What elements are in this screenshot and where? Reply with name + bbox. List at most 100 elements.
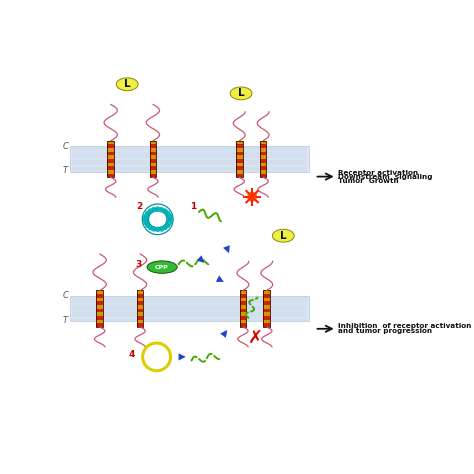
Bar <box>137 298 143 301</box>
Circle shape <box>144 214 148 219</box>
Text: Downstream  signaling: Downstream signaling <box>337 173 432 180</box>
Bar <box>260 173 266 177</box>
Bar <box>137 294 143 298</box>
Circle shape <box>167 214 172 219</box>
Bar <box>240 323 246 327</box>
Bar <box>240 298 246 301</box>
Circle shape <box>143 217 148 222</box>
Circle shape <box>163 209 167 214</box>
Bar <box>264 323 270 327</box>
Bar <box>260 155 266 159</box>
Bar <box>236 170 243 173</box>
Circle shape <box>155 227 160 232</box>
Bar <box>108 148 114 152</box>
Bar <box>96 298 103 301</box>
Bar <box>108 173 114 177</box>
Bar <box>240 294 246 298</box>
Bar <box>108 145 114 148</box>
Bar <box>264 291 270 294</box>
Bar <box>264 319 270 323</box>
Bar <box>236 141 243 177</box>
Bar <box>96 319 103 323</box>
Text: 3: 3 <box>135 260 141 269</box>
Bar <box>260 166 266 170</box>
Bar <box>236 152 243 155</box>
Bar <box>96 301 103 305</box>
Bar <box>264 305 270 309</box>
Text: Inhibition  of receptor activation: Inhibition of receptor activation <box>337 323 471 329</box>
Bar <box>236 159 243 163</box>
Bar <box>137 309 143 312</box>
Bar <box>96 305 103 309</box>
Circle shape <box>159 226 164 231</box>
Text: T: T <box>63 165 68 174</box>
Circle shape <box>165 211 170 216</box>
Bar <box>150 163 156 166</box>
Bar <box>264 312 270 316</box>
Bar <box>260 148 266 152</box>
Bar <box>137 316 143 319</box>
Text: ✗: ✗ <box>248 329 264 347</box>
Bar <box>108 170 114 173</box>
Circle shape <box>163 225 167 230</box>
Ellipse shape <box>273 229 294 242</box>
Circle shape <box>144 220 148 225</box>
Text: Receptor activation: Receptor activation <box>337 170 418 175</box>
Circle shape <box>148 209 153 214</box>
Bar <box>264 316 270 319</box>
Circle shape <box>167 220 172 225</box>
Text: CPP: CPP <box>155 264 169 270</box>
Bar <box>96 316 103 319</box>
Bar <box>260 141 266 145</box>
Circle shape <box>145 223 150 228</box>
Text: Tumor  Growth: Tumor Growth <box>337 178 399 183</box>
Bar <box>236 145 243 148</box>
Bar <box>150 166 156 170</box>
Bar <box>150 141 156 177</box>
Bar <box>108 155 114 159</box>
Bar <box>137 301 143 305</box>
Bar <box>260 163 266 166</box>
Bar <box>137 291 143 327</box>
Bar <box>137 291 143 294</box>
Text: L: L <box>238 88 245 99</box>
Bar <box>150 170 156 173</box>
Circle shape <box>165 223 170 228</box>
Bar <box>260 141 266 177</box>
Bar <box>150 152 156 155</box>
Circle shape <box>250 194 255 199</box>
Bar <box>137 323 143 327</box>
Text: and tumor progression: and tumor progression <box>337 328 432 334</box>
Text: 1: 1 <box>190 202 196 211</box>
Bar <box>240 301 246 305</box>
Bar <box>150 148 156 152</box>
Text: L: L <box>124 79 130 89</box>
Circle shape <box>155 207 160 212</box>
Bar <box>150 173 156 177</box>
Circle shape <box>151 226 156 231</box>
Bar <box>108 159 114 163</box>
Bar <box>240 291 246 327</box>
Bar <box>260 152 266 155</box>
Bar <box>236 166 243 170</box>
Text: C: C <box>63 142 69 151</box>
Bar <box>240 305 246 309</box>
Circle shape <box>151 207 156 212</box>
Bar <box>108 141 114 177</box>
Bar <box>264 291 270 327</box>
Text: C: C <box>63 292 69 301</box>
Bar <box>137 312 143 316</box>
Bar <box>96 291 103 327</box>
Bar <box>137 305 143 309</box>
Ellipse shape <box>116 78 138 91</box>
Bar <box>240 309 246 312</box>
Bar <box>240 312 246 316</box>
Ellipse shape <box>230 87 252 100</box>
Bar <box>150 145 156 148</box>
Bar <box>236 173 243 177</box>
Bar <box>264 298 270 301</box>
Circle shape <box>167 217 173 222</box>
Text: 2: 2 <box>136 202 143 211</box>
Circle shape <box>145 211 150 216</box>
Bar <box>96 294 103 298</box>
